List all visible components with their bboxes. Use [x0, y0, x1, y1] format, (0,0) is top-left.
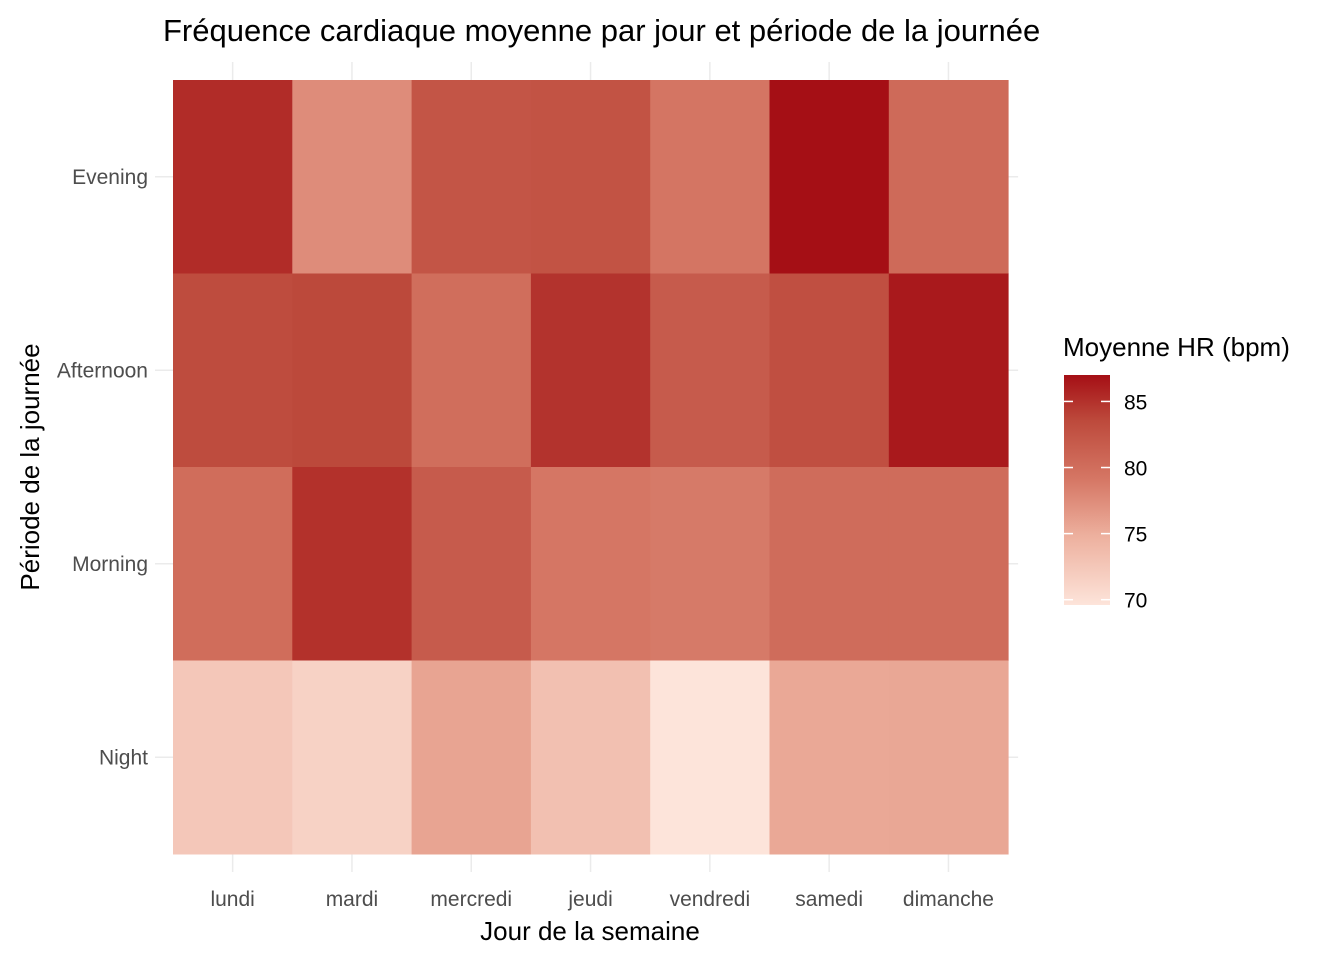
x-tick-label: dimanche [903, 888, 994, 911]
heatmap-cell [769, 80, 890, 274]
legend-title: Moyenne HR (bpm) [1063, 332, 1290, 362]
heatmap-cell [530, 80, 651, 274]
heatmap-cells [173, 80, 1009, 855]
heatmap-cell [411, 273, 532, 468]
heatmap-cell [173, 467, 293, 661]
y-tick-label: Afternoon [57, 359, 148, 382]
x-tick-label: lundi [210, 888, 254, 911]
heatmap-cell [530, 273, 651, 468]
heatmap-cell [650, 273, 770, 468]
heatmap-cell [173, 660, 293, 855]
heatmap-cell [292, 467, 413, 661]
y-tick-label: Evening [72, 166, 148, 189]
heatmap-cell [411, 80, 532, 274]
heatmap-cell [888, 660, 1009, 855]
heatmap-cell [769, 660, 890, 855]
heatmap-cell [292, 660, 413, 855]
legend-tick-label: 85 [1124, 391, 1147, 414]
heatmap-cell [173, 273, 293, 468]
y-axis-title: Période de la journée [15, 343, 45, 590]
heatmap-cell [292, 273, 413, 468]
heatmap-cell [173, 80, 293, 274]
heatmap-cell [650, 467, 770, 661]
x-axis-ticks: lundi mardi mercredi jeudi vendredi samedi dim… [210, 888, 994, 911]
heatmap-cell [888, 273, 1009, 468]
heatmap-cell [888, 80, 1009, 274]
heatmap-cell [530, 467, 651, 661]
heatmap-cell [411, 467, 532, 661]
x-axis-title: Jour de la semaine [480, 916, 700, 946]
heatmap-cell [530, 660, 651, 855]
color-legend: Moyenne HR (bpm) 85 80 75 70 [1063, 332, 1290, 613]
legend-ticks: 85 80 75 70 [1064, 391, 1147, 613]
x-tick-label: jeudi [567, 888, 612, 911]
chart-title: Fréquence cardiaque moyenne par jour et … [163, 13, 1040, 48]
heatmap-cell [292, 80, 413, 274]
heatmap-cell [769, 273, 890, 468]
x-tick-label: mercredi [430, 888, 512, 911]
legend-tick-label: 70 [1124, 590, 1147, 613]
heatmap-cell [769, 467, 890, 661]
legend-tick-label: 80 [1124, 458, 1147, 481]
legend-tick-label: 75 [1124, 524, 1147, 547]
x-tick-label: samedi [795, 888, 863, 911]
heatmap-cell [888, 467, 1009, 661]
y-tick-label: Morning [72, 553, 148, 576]
y-tick-label: Night [99, 746, 148, 769]
heatmap-cell [650, 80, 770, 274]
heatmap-cell [411, 660, 532, 855]
x-tick-label: mardi [326, 888, 379, 911]
legend-color-bar [1064, 375, 1110, 605]
y-axis-ticks: Evening Afternoon Morning Night [57, 166, 148, 770]
heatmap-cell [650, 660, 770, 855]
x-tick-label: vendredi [670, 888, 751, 911]
